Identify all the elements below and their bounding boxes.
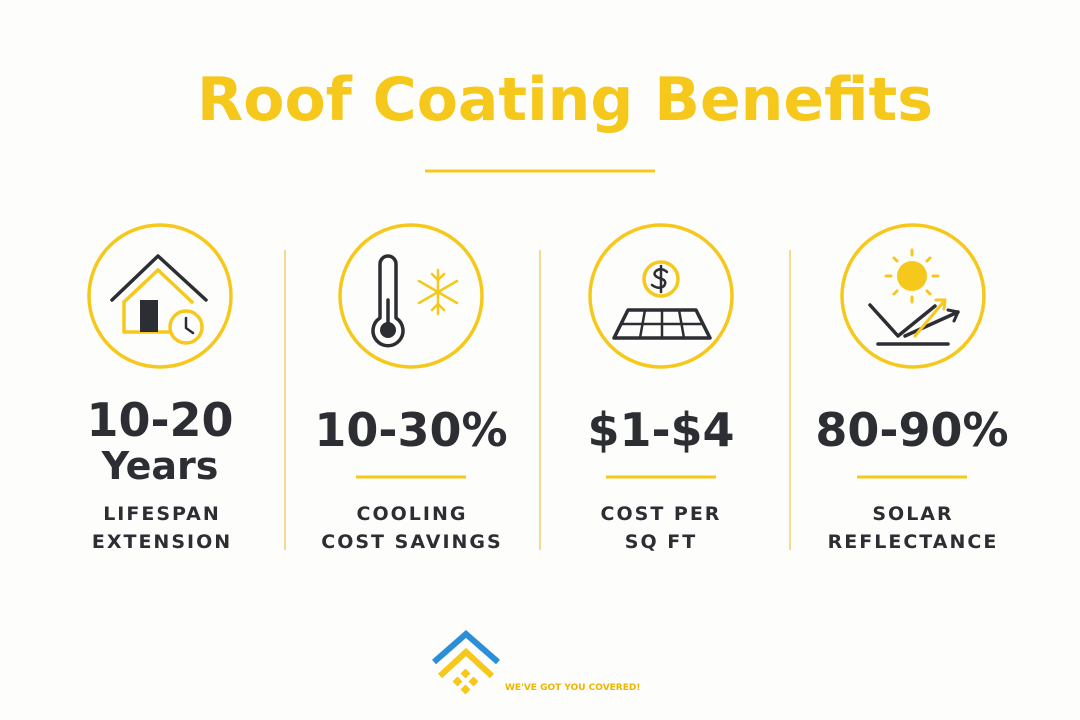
tagline: WE'VE GOT YOU COVERED! — [505, 683, 640, 693]
title: Roof Coating Benefits — [197, 65, 933, 135]
stat-label: LIFESPAN — [103, 503, 221, 525]
stat-label: COST SAVINGS — [321, 531, 502, 553]
stat-value: $1-$4 — [587, 403, 734, 457]
dividers — [284, 250, 791, 550]
stat-label: COST PER — [601, 503, 722, 525]
solar-cost-icon — [612, 260, 712, 340]
icon-circles — [87, 223, 986, 369]
stat-value: Years — [101, 444, 219, 488]
logo — [432, 630, 500, 695]
stat-value: 10-20 — [86, 393, 233, 447]
stat-value: 80-90% — [815, 403, 1008, 457]
stat-label: EXTENSION — [92, 531, 232, 553]
stat-label: REFLECTANCE — [828, 531, 999, 553]
stat-value: 10-30% — [314, 403, 507, 457]
stat-label: SQ FT — [625, 531, 697, 553]
thermometer-icon — [371, 254, 459, 348]
house-icon — [110, 254, 208, 345]
reflect-icon — [868, 248, 960, 346]
stat-label: SOLAR — [872, 503, 953, 525]
stat-label: COOLING — [357, 503, 468, 525]
